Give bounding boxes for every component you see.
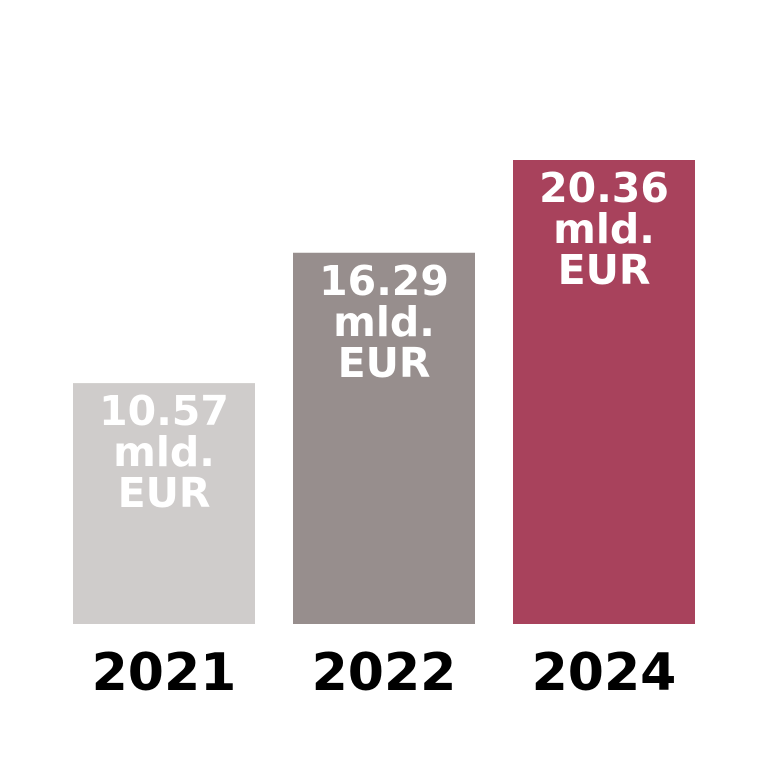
data-label-2024: 20.36 mld. EUR [539,164,669,294]
x-tick-label-2021: 2021 [92,643,237,703]
data-label-2022: 16.29 mld. EUR [319,257,449,387]
x-tick-label-2022: 2022 [312,643,457,703]
bar-2022 [293,252,475,624]
data-label-2021: 10.57 mld. EUR [99,387,229,517]
x-tick-labels-group: 2021 2022 2024 [92,643,677,703]
bar-2021 [73,383,255,624]
bars-group [73,160,695,624]
x-tick-label-2024: 2024 [532,643,677,703]
data-labels-group: 10.57 mld. EUR 16.29 mld. EUR 20.36 mld. EUR [99,164,669,517]
bar-2024 [513,160,695,624]
